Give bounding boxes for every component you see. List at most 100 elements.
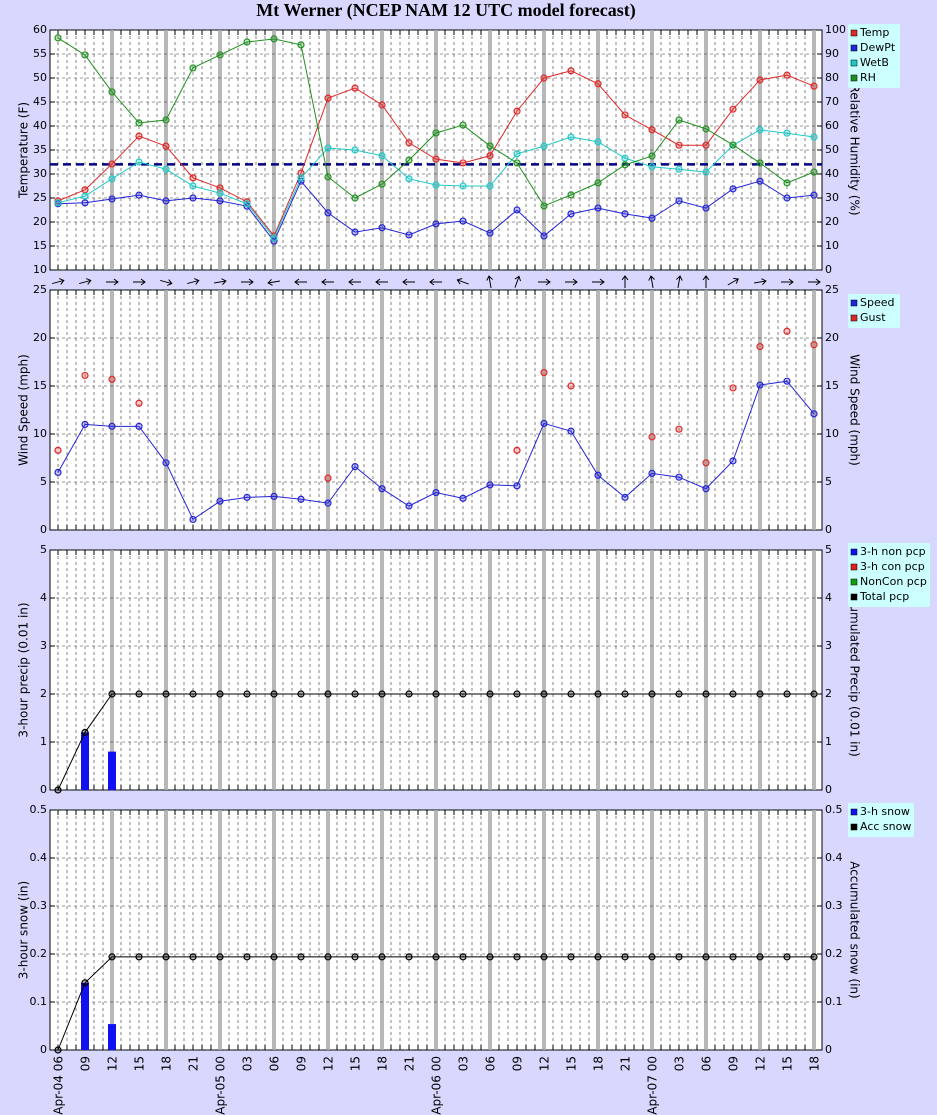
data-point xyxy=(270,35,278,43)
data-point xyxy=(189,515,197,524)
data-point xyxy=(513,690,521,698)
data-point xyxy=(675,473,683,481)
data-point xyxy=(54,786,62,794)
y-tick-label: 0 xyxy=(40,783,47,796)
data-point xyxy=(189,174,197,182)
x-tick-label: 06 xyxy=(700,1056,714,1071)
data-point xyxy=(270,492,278,500)
data-point xyxy=(567,690,575,698)
legend-label: WetB xyxy=(860,56,889,69)
legend-label: 3-h con pcp xyxy=(860,560,925,573)
data-point xyxy=(324,94,332,102)
data-point xyxy=(540,202,548,210)
series-line xyxy=(57,956,814,1051)
data-point xyxy=(540,953,548,961)
wind-arrow xyxy=(402,278,415,286)
data-point xyxy=(378,690,386,698)
wind-arrow xyxy=(648,275,655,288)
y-tick-label: 0 xyxy=(40,1043,47,1056)
wind-arrow xyxy=(187,278,200,285)
data-point xyxy=(135,191,143,199)
y2-tick-label: 10 xyxy=(825,239,839,252)
data-point xyxy=(756,690,764,698)
y-tick-label: 3 xyxy=(40,639,47,652)
data-point xyxy=(351,690,359,698)
data-point xyxy=(459,159,467,167)
y2-tick-label: 20 xyxy=(825,215,839,228)
data-point xyxy=(297,495,305,503)
data-point xyxy=(648,433,656,441)
y2-axis-label: Accumulated snow (in) xyxy=(848,861,862,998)
data-point xyxy=(648,126,656,134)
y2-tick-label: 0.5 xyxy=(825,803,843,816)
data-point xyxy=(189,64,197,72)
data-point xyxy=(81,186,89,194)
x-tick-label: 18 xyxy=(592,1056,606,1071)
data-point xyxy=(432,488,440,497)
wind-arrow xyxy=(160,279,173,286)
y-tick-label: 0.3 xyxy=(30,899,48,912)
y-tick-label: 0.4 xyxy=(30,851,48,864)
wind-arrow xyxy=(348,278,361,286)
data-point xyxy=(702,953,710,961)
data-point xyxy=(567,427,575,435)
data-point xyxy=(189,194,197,202)
y-axis-label: Wind Speed (mph) xyxy=(17,354,31,466)
data-point xyxy=(540,419,548,428)
data-point xyxy=(243,690,251,698)
x-tick-label: 09 xyxy=(295,1056,309,1071)
x-tick-label: 21 xyxy=(187,1056,201,1071)
data-point xyxy=(540,142,548,150)
data-point xyxy=(81,979,89,987)
data-point xyxy=(405,502,413,510)
y-tick-label: 45 xyxy=(33,95,47,108)
wind-arrow xyxy=(321,278,334,286)
data-point xyxy=(648,214,656,222)
y-tick-label: 0.2 xyxy=(30,947,48,960)
data-point xyxy=(513,159,521,167)
wind-arrow xyxy=(214,278,227,285)
data-point xyxy=(675,690,683,698)
data-point xyxy=(756,159,764,167)
x-tick-label: 21 xyxy=(619,1056,633,1071)
data-point xyxy=(405,139,413,147)
y2-tick-label: 0 xyxy=(825,783,832,796)
data-point xyxy=(108,195,116,203)
data-point xyxy=(189,690,197,698)
data-point xyxy=(108,422,116,430)
data-point xyxy=(216,189,224,197)
data-point xyxy=(108,375,116,383)
data-point xyxy=(405,953,413,961)
data-point xyxy=(675,165,683,173)
x-tick-label: 09 xyxy=(727,1056,741,1071)
data-point xyxy=(540,368,548,377)
x-tick-label: 21 xyxy=(403,1056,417,1071)
data-point xyxy=(621,690,629,698)
data-point xyxy=(756,381,764,389)
x-tick-label: 15 xyxy=(133,1056,147,1071)
data-point xyxy=(162,197,170,205)
data-point xyxy=(567,382,575,390)
data-point xyxy=(351,463,359,471)
y-tick-label: 1 xyxy=(40,735,47,748)
data-point xyxy=(621,154,629,162)
data-point xyxy=(216,497,224,505)
data-point xyxy=(81,199,89,207)
data-point xyxy=(729,185,737,193)
y-tick-label: 10 xyxy=(33,427,47,440)
data-point xyxy=(351,228,359,236)
data-point xyxy=(324,499,332,507)
legend-swatch xyxy=(850,74,858,82)
x-tick-label: 09 xyxy=(511,1056,525,1071)
y-tick-label: 20 xyxy=(33,331,47,344)
data-point xyxy=(243,38,251,46)
y-tick-label: 0.1 xyxy=(30,995,48,1008)
legend-label: Gust xyxy=(860,311,886,324)
data-point xyxy=(432,155,440,163)
data-point xyxy=(324,144,332,152)
y-tick-label: 0 xyxy=(40,523,47,536)
data-point xyxy=(81,728,89,737)
x-tick-label: 15 xyxy=(349,1056,363,1071)
data-point xyxy=(756,343,764,351)
data-point xyxy=(783,129,791,137)
